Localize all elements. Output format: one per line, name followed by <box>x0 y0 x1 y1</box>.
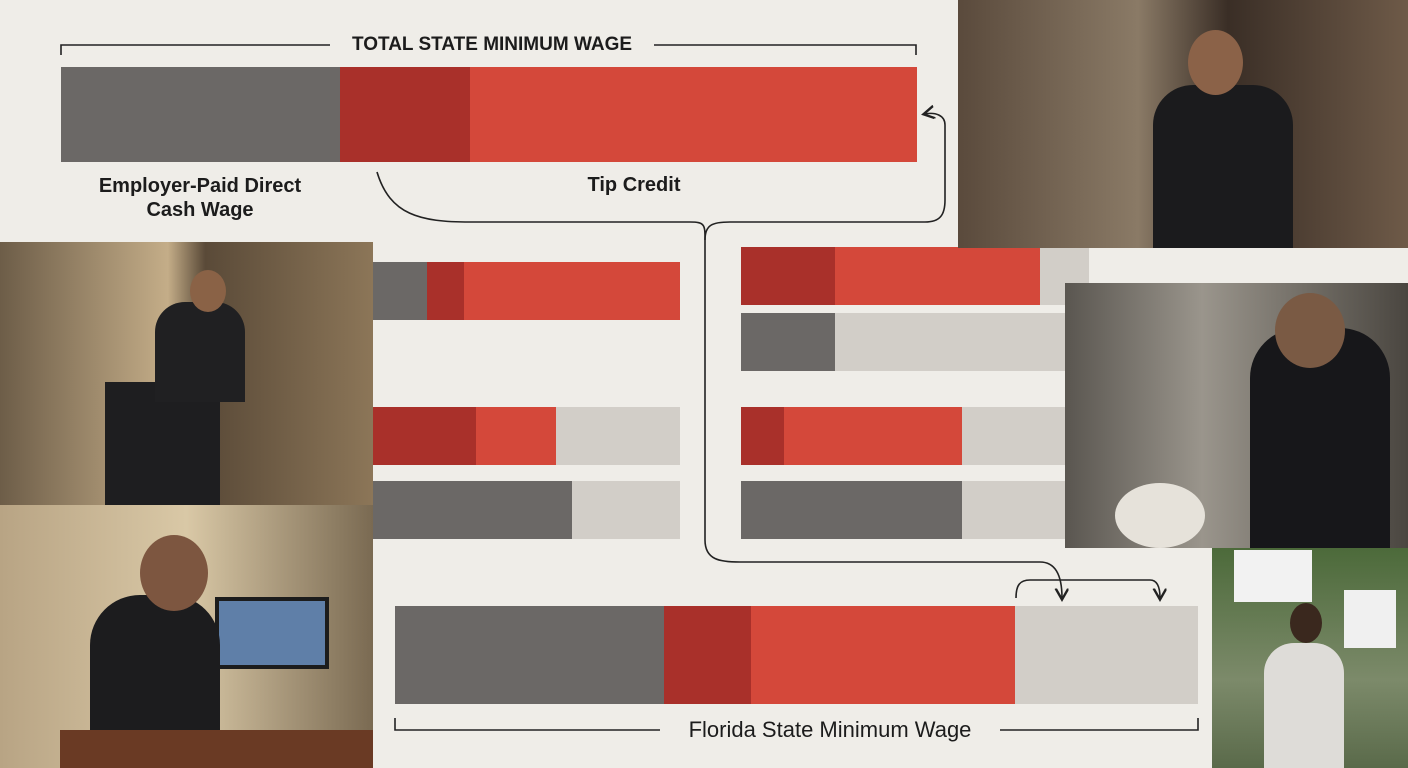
bar-segment <box>340 67 470 162</box>
bar-segment <box>476 407 556 465</box>
bar-segment <box>464 262 680 320</box>
bar <box>741 313 1089 371</box>
photo-housekeeper <box>958 0 1408 248</box>
photo-hallway <box>0 242 373 505</box>
header-title: TOTAL STATE MINIMUM WAGE <box>351 34 633 55</box>
bar-segment <box>835 313 1089 371</box>
bar-segment <box>395 606 664 704</box>
connector-line <box>704 113 946 241</box>
bar <box>741 481 1089 539</box>
bar-segment <box>556 407 680 465</box>
bar-segment <box>1015 606 1198 704</box>
bar-segment <box>741 481 962 539</box>
total-bar <box>61 67 917 162</box>
label: Employer-Paid Direct Cash Wage <box>98 175 302 221</box>
photo-protest <box>1212 548 1408 768</box>
bar-segment <box>751 606 1015 704</box>
bar-segment <box>741 313 835 371</box>
connector-line <box>1015 579 1160 598</box>
bar-segment <box>784 407 962 465</box>
top-bracket <box>60 44 917 55</box>
bar-segment <box>741 247 835 305</box>
florida-bar <box>395 606 1198 704</box>
photo-office <box>0 505 373 768</box>
photo-kitchen <box>1065 283 1408 548</box>
footer-title: Florida State Minimum Wage <box>688 717 972 742</box>
bar-segment <box>470 67 917 162</box>
bar-segment <box>61 67 340 162</box>
bar <box>741 247 1089 305</box>
bottom-bracket <box>394 718 1199 731</box>
bar-segment <box>664 606 751 704</box>
bar-segment <box>835 247 1040 305</box>
bar-segment <box>741 407 784 465</box>
label: Tip Credit <box>587 174 681 196</box>
bar-segment <box>572 481 680 539</box>
bar-segment <box>427 262 464 320</box>
bar <box>316 481 680 539</box>
bar <box>741 407 1089 465</box>
